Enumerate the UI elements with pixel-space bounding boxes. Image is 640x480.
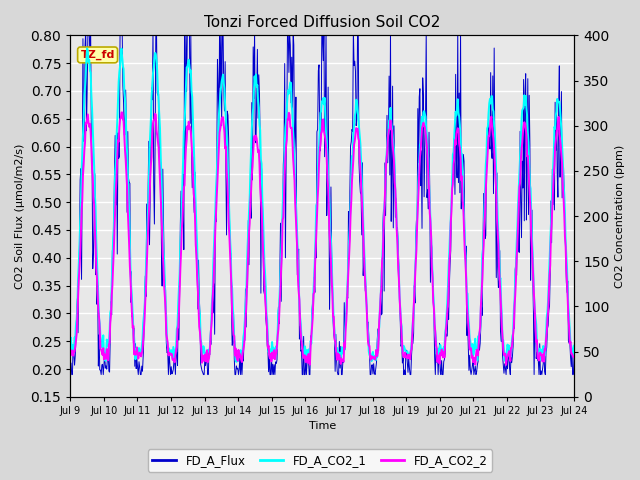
Legend: FD_A_Flux, FD_A_CO2_1, FD_A_CO2_2: FD_A_Flux, FD_A_CO2_1, FD_A_CO2_2	[148, 449, 492, 472]
Title: Tonzi Forced Diffusion Soil CO2: Tonzi Forced Diffusion Soil CO2	[204, 15, 440, 30]
Y-axis label: CO2 Concentration (ppm): CO2 Concentration (ppm)	[615, 144, 625, 288]
X-axis label: Time: Time	[308, 421, 336, 432]
Y-axis label: CO2 Soil Flux (μmol/m2/s): CO2 Soil Flux (μmol/m2/s)	[15, 144, 25, 289]
Text: TZ_fd: TZ_fd	[81, 50, 115, 60]
